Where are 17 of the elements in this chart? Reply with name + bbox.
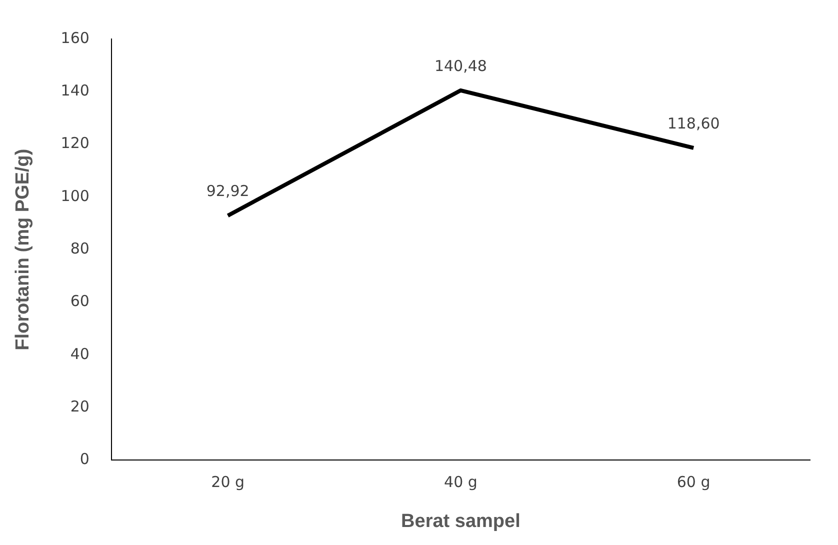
y-tick-label: 0 bbox=[80, 450, 90, 468]
x-tick-label: 60 g bbox=[676, 473, 710, 492]
data-label: 140,48 bbox=[434, 56, 487, 75]
y-tick-label: 140 bbox=[60, 82, 90, 100]
data-label: 118,60 bbox=[667, 114, 720, 132]
y-tick-label: 80 bbox=[70, 239, 90, 258]
x-tick-label: 20 g bbox=[211, 473, 245, 492]
data-label: 92,92 bbox=[206, 182, 250, 200]
y-tick-label: 120 bbox=[60, 134, 90, 152]
x-axis-title: Berat sampel bbox=[401, 510, 520, 532]
y-axis-title: Florotanin (mg PGE/g) bbox=[12, 148, 34, 350]
y-tick-label: 20 bbox=[70, 397, 90, 416]
y-tick-label: 160 bbox=[60, 28, 90, 47]
x-tick-label: 40 g bbox=[444, 473, 478, 492]
y-tick-label: 40 bbox=[70, 344, 90, 363]
y-tick-label: 60 bbox=[70, 292, 90, 310]
y-tick-label: 100 bbox=[60, 186, 90, 205]
